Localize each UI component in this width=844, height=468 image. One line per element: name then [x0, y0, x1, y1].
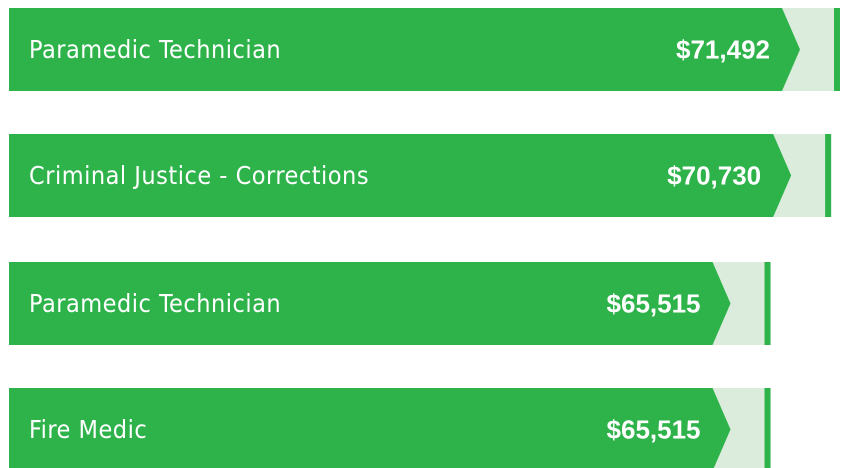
category-label: Paramedic Technician: [29, 35, 281, 64]
bar-body: [9, 388, 731, 468]
value-label: $70,730: [667, 161, 761, 191]
bar-end-stripe: [825, 134, 832, 217]
bar-body: [9, 134, 792, 217]
value-label: $65,515: [607, 415, 701, 445]
value-label: $65,515: [607, 289, 701, 319]
category-label: Paramedic Technician: [29, 289, 281, 318]
category-label: Fire Medic: [29, 415, 147, 444]
value-label: $71,492: [676, 35, 770, 65]
bar-body: [9, 8, 800, 91]
bar-end-stripe: [834, 8, 840, 91]
bar-end-stripe: [764, 262, 771, 345]
bar-end-stripe: [764, 388, 771, 468]
bar-body: [9, 262, 731, 345]
category-label: Criminal Justice - Corrections: [29, 161, 369, 190]
